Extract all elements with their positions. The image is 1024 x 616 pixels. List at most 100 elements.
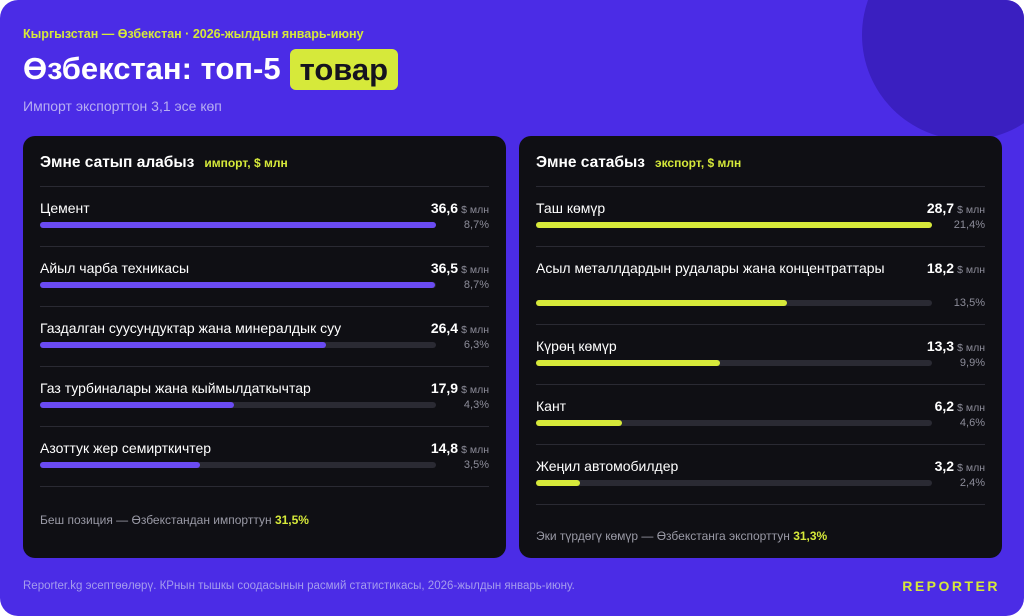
export-value-unit: $ млн (957, 342, 985, 354)
import-category-label: Газ турбиналары жана кыймылдаткычтар (40, 380, 311, 396)
export-value-label: 6,2 $ млн (935, 396, 985, 418)
import-category-label: Айыл чарба техникасы (40, 260, 190, 276)
import-panel-title: Эмне сатып алабыз (40, 154, 195, 171)
export-share-label: 2,4% (959, 477, 985, 489)
import-header-divider (40, 186, 489, 187)
import-value-number: 17,9 (430, 380, 459, 396)
export-category-label: Жеңил автомобилдер (536, 458, 679, 474)
import-row-divider (40, 246, 489, 247)
export-bar-track (536, 480, 932, 486)
export-row-divider (536, 246, 985, 247)
export-value-unit: $ млн (957, 204, 985, 216)
import-value-number: 36,5 (430, 260, 459, 276)
export-category-label: Күрөң көмүр (536, 338, 617, 354)
import-value-unit: $ млн (461, 324, 489, 336)
import-bar-track (40, 462, 436, 468)
import-bar-track (40, 282, 436, 288)
export-share-label: 21,4% (953, 219, 985, 231)
import-unit-label: импорт, $ млн (204, 156, 288, 170)
export-bar-track (536, 300, 932, 306)
import-panel-header: Эмне сатып алабыз импорт, $ млн (40, 154, 489, 172)
export-value-unit: $ млн (957, 462, 985, 474)
import-value-label: 14,8 $ млн (431, 438, 489, 460)
import-value-label: 36,6 $ млн (431, 198, 489, 220)
import-share-label: 4,3% (463, 399, 489, 411)
export-category-label: Таш көмүр (536, 200, 606, 216)
import-row-divider (40, 366, 489, 367)
import-row-divider (40, 306, 489, 307)
export-panel: Эмне сатабыз экспорт, $ млн Таш көмүр 28,… (519, 136, 1002, 558)
import-category-label: Цемент (40, 200, 90, 216)
import-share-label: 8,7% (463, 279, 489, 291)
import-panel: Эмне сатып алабыз импорт, $ млн Цемент 36… (23, 136, 506, 558)
import-value-label: 26,4 $ млн (431, 318, 489, 340)
export-category-label: Асыл металлдардын рудалары жана концентр… (536, 260, 885, 276)
export-value-label: 18,2 $ млн (927, 258, 985, 280)
export-value-number: 6,2 (934, 398, 955, 414)
brand-logo: REPORTER (902, 578, 1000, 594)
import-value-number: 36,6 (430, 200, 459, 216)
import-value-unit: $ млн (461, 384, 489, 396)
import-value-label: 36,5 $ млн (431, 258, 489, 280)
export-value-label: 13,3 $ млн (927, 336, 985, 358)
export-value-number: 13,3 (926, 338, 955, 354)
import-category-label: Азоттук жер семирткичтер (40, 440, 212, 456)
import-row-divider (40, 486, 489, 487)
export-footnote-text: Эки түрдөгү көмүр — Өзбекстанга экспортт… (536, 529, 790, 543)
source-note: Reporter.kg эсептөөлөрү. КРнын тышкы соо… (23, 580, 575, 592)
export-category-label: Кант (536, 398, 567, 414)
export-row-divider (536, 324, 985, 325)
export-share-label: 4,6% (959, 417, 985, 429)
import-footnote-text: Беш позиция — Өзбекстандан импорттун (40, 513, 272, 527)
export-row-divider (536, 384, 985, 385)
import-bar (40, 342, 326, 348)
import-share-label: 3,5% (463, 459, 489, 471)
title-highlight: товар (289, 48, 399, 90)
export-panel-title: Эмне сатабыз (536, 154, 645, 171)
import-bar-track (40, 402, 436, 408)
export-row-divider (536, 444, 985, 445)
title-main: Өзбекстан: топ-5 (23, 51, 281, 86)
export-footnote: Эки түрдөгү көмүр — Өзбекстанга экспортт… (536, 529, 827, 543)
export-panel-header: Эмне сатабыз экспорт, $ млн (536, 154, 985, 172)
export-header-divider (536, 186, 985, 187)
import-footnote-value: 31,5% (274, 513, 309, 527)
export-value-number: 28,7 (926, 200, 955, 216)
import-bar (40, 462, 200, 468)
export-bar-track (536, 222, 932, 228)
export-bar (536, 300, 787, 306)
export-value-unit: $ млн (957, 264, 985, 276)
export-bar-track (536, 360, 932, 366)
export-unit-label: экспорт, $ млн (654, 156, 742, 170)
export-row-divider (536, 504, 985, 505)
import-bar-track (40, 342, 436, 348)
import-value-label: 17,9 $ млн (431, 378, 489, 400)
subtitle: Импорт экспорттон 3,1 эсе көп (23, 98, 222, 114)
export-value-label: 28,7 $ млн (927, 198, 985, 220)
import-share-label: 8,7% (463, 219, 489, 231)
export-footnote-value: 31,3% (793, 529, 828, 543)
decorative-circle (862, 0, 1024, 140)
export-bar-track (536, 420, 932, 426)
export-bar (536, 360, 720, 366)
import-share-label: 6,3% (463, 339, 489, 351)
import-value-unit: $ млн (461, 204, 489, 216)
import-footnote: Беш позиция — Өзбекстандан импорттун 31,… (40, 513, 309, 527)
import-value-unit: $ млн (461, 444, 489, 456)
export-bar (536, 222, 932, 228)
export-value-label: 3,2 $ млн (935, 456, 985, 478)
import-row-divider (40, 426, 489, 427)
export-share-label: 13,5% (953, 297, 985, 309)
kicker: Кыргызстан — Өзбекстан · 2026-жылдын янв… (23, 27, 364, 41)
import-bar-track (40, 222, 436, 228)
import-category-label: Газдалган суусундуктар жана минералдык с… (40, 320, 342, 336)
import-bar (40, 402, 234, 408)
export-share-label: 9,9% (959, 357, 985, 369)
import-bar (40, 222, 436, 228)
import-value-number: 26,4 (430, 320, 459, 336)
export-value-number: 3,2 (934, 458, 955, 474)
export-bar (536, 480, 580, 486)
export-value-number: 18,2 (926, 260, 955, 276)
import-value-unit: $ млн (461, 264, 489, 276)
